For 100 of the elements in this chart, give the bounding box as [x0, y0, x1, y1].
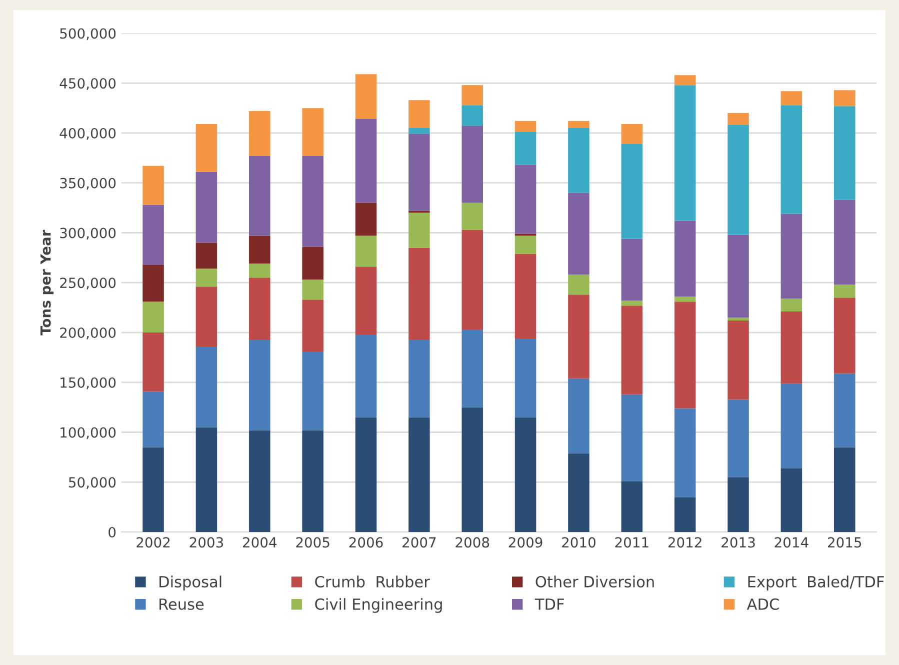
- x-tick-label: 2014: [774, 537, 808, 548]
- legend-label: Civil Engineering: [315, 598, 442, 613]
- bar: [674, 75, 696, 86]
- bar: [142, 302, 164, 332]
- bar: [355, 417, 377, 532]
- x-tick-label: 2015: [828, 537, 862, 548]
- legend-label: TDF: [534, 598, 564, 610]
- y-tick-label: 300,000: [60, 228, 116, 240]
- bar: [408, 100, 430, 128]
- bar: [834, 373, 856, 448]
- bar: [142, 391, 164, 448]
- y-tick-label: 250,000: [60, 278, 116, 290]
- bar: [142, 204, 164, 265]
- bar: [621, 481, 643, 532]
- legend-label: Export Baled/TDF: [748, 576, 884, 590]
- bar: [142, 264, 164, 302]
- bar: [355, 202, 377, 236]
- x-tick-label: 2004: [242, 537, 277, 548]
- bar: [355, 266, 377, 334]
- bar: [514, 254, 536, 338]
- bar: [302, 108, 324, 156]
- bar: [728, 399, 749, 478]
- bar: [408, 134, 430, 211]
- bar: [196, 427, 218, 532]
- bar: [728, 320, 749, 400]
- bar: [514, 132, 536, 165]
- bar: [302, 280, 324, 300]
- bar: [780, 468, 802, 532]
- bar: [674, 302, 696, 408]
- bar: [196, 242, 218, 269]
- bar: [568, 128, 590, 193]
- bar: [621, 394, 643, 482]
- y-tick-label: 50,000: [68, 477, 116, 490]
- bar: [834, 106, 856, 200]
- bar: [196, 172, 218, 243]
- bar: [568, 192, 590, 275]
- bar: [834, 200, 856, 285]
- bar: [462, 230, 483, 330]
- bar: [621, 124, 643, 144]
- bar: [249, 111, 270, 156]
- bar: [834, 284, 856, 298]
- bar: [355, 236, 377, 267]
- bar: [355, 74, 377, 120]
- bar: [302, 156, 324, 247]
- bar: [621, 306, 643, 394]
- x-tick-label: 2003: [190, 537, 224, 548]
- bar: [196, 268, 218, 287]
- bar: [780, 312, 802, 384]
- bar: [462, 85, 483, 106]
- bar: [462, 126, 483, 203]
- x-tick-label: 2007: [402, 537, 436, 548]
- bar: [568, 378, 590, 454]
- y-tick-label: 150,000: [60, 377, 116, 390]
- y-tick-label: 100,000: [60, 427, 116, 440]
- bar: [514, 417, 536, 532]
- legend-label: ADC: [746, 598, 779, 610]
- legend-label: Reuse: [160, 598, 204, 610]
- bar: [302, 430, 324, 532]
- bar: [568, 121, 590, 128]
- x-tick-label: 2011: [615, 537, 648, 548]
- bar: [355, 119, 377, 203]
- bar: [302, 300, 324, 352]
- bar: [249, 236, 270, 264]
- y-axis-title: Tons per Year: [40, 230, 54, 336]
- bar: [249, 430, 270, 532]
- bar: [408, 212, 430, 248]
- bar: [249, 156, 270, 236]
- bar: [780, 214, 802, 299]
- bar: [302, 351, 324, 430]
- legend-label: Disposal: [160, 576, 222, 590]
- bar: [142, 332, 164, 392]
- bar: [834, 298, 856, 374]
- x-tick-label: 2012: [668, 537, 702, 548]
- bar: [674, 296, 696, 302]
- bar: [142, 447, 164, 532]
- y-tick-label: 400,000: [60, 128, 116, 140]
- x-tick-label: 2005: [296, 537, 330, 548]
- bar: [514, 236, 536, 254]
- bar: [674, 85, 696, 221]
- bar: [728, 234, 749, 318]
- bar: [462, 105, 483, 126]
- y-tick-label: 350,000: [60, 178, 116, 190]
- legend-label: Crumb Rubber: [315, 576, 430, 588]
- bar: [728, 318, 749, 321]
- bar: [408, 339, 430, 418]
- bar: [674, 408, 696, 498]
- bar: [462, 407, 483, 532]
- bar: [621, 238, 643, 301]
- bar: [249, 278, 270, 340]
- bar: [834, 90, 856, 106]
- bar: [568, 453, 590, 532]
- x-tick-label: 2009: [508, 537, 542, 548]
- bar: [621, 144, 643, 239]
- bar: [728, 477, 749, 532]
- bar: [408, 128, 430, 134]
- y-tick-label: 450,000: [60, 78, 116, 90]
- bar: [408, 417, 430, 532]
- bar: [834, 447, 856, 532]
- bar: [142, 166, 164, 205]
- bar: [728, 113, 749, 126]
